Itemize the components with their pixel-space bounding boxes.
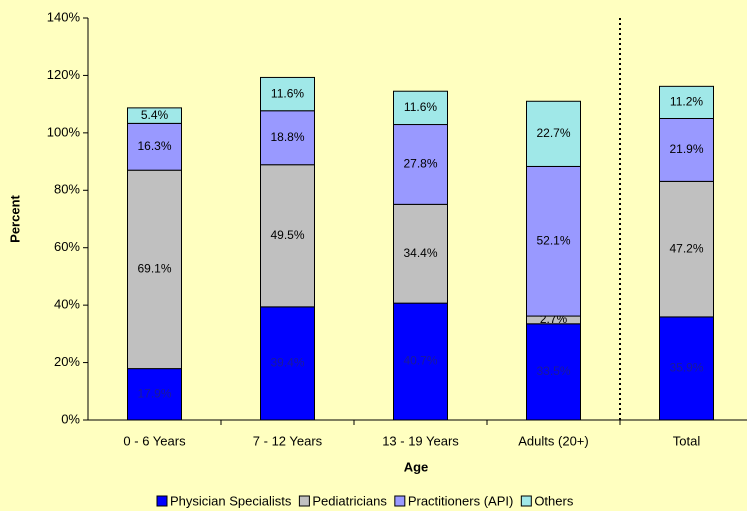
value-label: 11.6% xyxy=(271,86,304,100)
bar-segment xyxy=(659,316,714,421)
value-label: 18.8% xyxy=(270,130,304,144)
y-tick-label: 80% xyxy=(54,182,80,197)
bar-segment xyxy=(393,302,448,421)
bar-segment xyxy=(526,165,581,317)
legend-label: Physician Specialists xyxy=(170,493,292,508)
x-tick-label: 13 - 19 Years xyxy=(382,433,459,448)
bar-segment xyxy=(393,90,448,126)
bar-segment xyxy=(526,100,581,167)
x-tick-label: Total xyxy=(673,433,701,448)
bar-segment xyxy=(659,118,714,182)
y-tick-label: 140% xyxy=(47,9,81,24)
y-tick-label: 100% xyxy=(47,124,81,139)
legend-swatch xyxy=(520,495,532,507)
value-label: 34.4% xyxy=(403,246,437,260)
y-tick-label: 40% xyxy=(54,297,80,312)
bar-segment xyxy=(393,124,448,205)
value-label: 35.9% xyxy=(669,361,703,375)
bar-segment xyxy=(526,323,581,421)
legend-label: Others xyxy=(534,493,574,508)
legend-swatch xyxy=(156,495,168,507)
bar-segment xyxy=(659,180,714,318)
y-tick-label: 120% xyxy=(47,67,81,82)
bar-segment xyxy=(127,107,182,124)
value-label: 11.6% xyxy=(404,100,437,114)
bar-segment xyxy=(659,85,714,119)
x-axis-title: Age xyxy=(404,459,429,474)
value-label: 33.5% xyxy=(536,364,570,378)
value-label: 5.4% xyxy=(141,108,169,122)
bar-segment xyxy=(260,306,315,421)
y-tick-label: 0% xyxy=(61,411,80,426)
value-label: 27.8% xyxy=(403,157,437,171)
legend-label: Practitioners (API) xyxy=(408,493,513,508)
value-label: 69.1% xyxy=(137,262,171,276)
value-label: 40.7% xyxy=(403,354,437,368)
value-label: 49.5% xyxy=(270,228,304,242)
legend-label: Pediatricians xyxy=(312,493,387,508)
legend-swatch xyxy=(394,495,406,507)
bar-segment xyxy=(260,164,315,308)
y-tick-label: 20% xyxy=(54,354,80,369)
value-label: 16.3% xyxy=(137,139,171,153)
value-label: 11.2% xyxy=(670,95,703,109)
y-axis-title: Percent xyxy=(7,194,22,242)
value-label: 52.1% xyxy=(536,233,570,247)
bar-segment xyxy=(127,368,182,421)
x-tick-label: Adults (20+) xyxy=(518,433,588,448)
value-label: 47.2% xyxy=(669,241,703,255)
bar-segment xyxy=(260,110,315,166)
value-label: 21.9% xyxy=(669,142,703,156)
x-tick-label: 7 - 12 Years xyxy=(253,433,323,448)
x-tick-label: 0 - 6 Years xyxy=(123,433,186,448)
value-label: 39.4% xyxy=(270,356,304,370)
value-label: 22.7% xyxy=(536,126,570,140)
y-tick-label: 60% xyxy=(54,239,80,254)
bar-segment xyxy=(393,203,448,304)
value-label: 17.9% xyxy=(137,386,171,400)
legend-swatch xyxy=(298,495,310,507)
bar-segment xyxy=(260,76,315,112)
